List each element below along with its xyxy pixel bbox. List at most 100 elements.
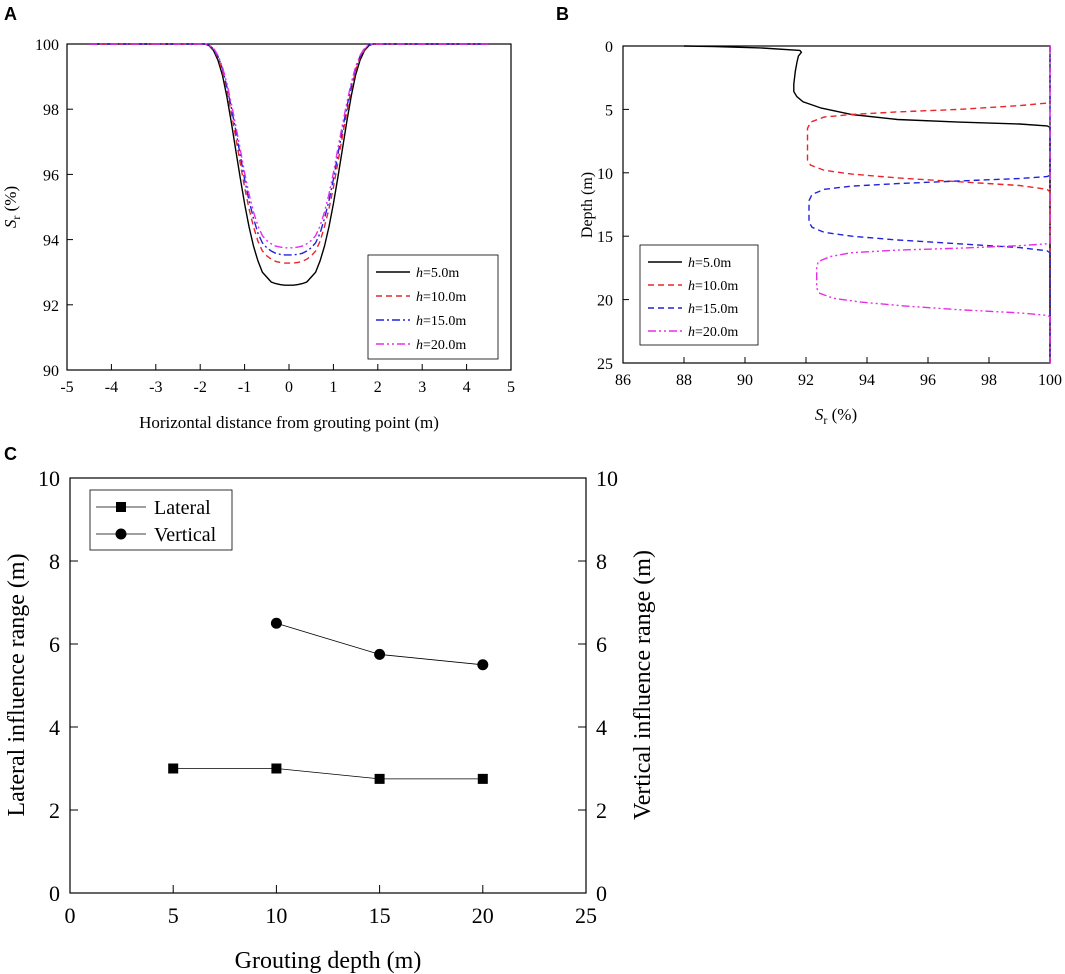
panel-b-xlabel: Sr (%) [815,405,857,427]
panel-b-series-line-1 [806,46,1051,363]
panel-a-series-line-3 [89,43,489,249]
panel-a-xtick-label: 4 [463,379,471,396]
panel-c-series-line-lateral [173,768,483,780]
panel-b-xtick-label: 100 [1038,372,1062,389]
panel-a-series-line-0 [89,43,489,286]
panel-c-ytick-label-left: 10 [38,466,60,491]
panel-a-xtick-label: -3 [149,379,162,396]
panel-b-xtick-label: 88 [676,372,692,389]
panel-b-ytick-label: 0 [605,39,613,56]
panel-b-series-line-3 [816,46,1051,363]
panel-a-ticks: -5 -4 -3 -2 -1 0 1 2 3 4 5 90 92 94 96 98 100 [35,37,515,396]
panel-c-ytick-label-right: 0 [596,881,607,906]
panel-label-c: C [4,444,17,464]
panel-b-series-line-0 [683,45,1051,363]
panel-c-ylabel-left: Lateral influence range (m) [4,553,30,816]
panel-a-series-line-1 [89,43,489,264]
panel-b-legend-label: h=5.0m [688,256,731,271]
panel-a-ytick-label: 92 [43,298,59,315]
panel-c-ytick-label-left: 8 [49,549,60,574]
panel-a-ylabel: Sr (%) [1,186,23,228]
panel-c-point-lateral [271,763,282,774]
panel-c-xtick-label: 10 [265,903,287,928]
panel-c-point-lateral [374,773,385,784]
panel-b-xtick-label: 92 [798,372,814,389]
panel-c-ytick-label-left: 4 [49,715,60,740]
panel-c-plot-frame [69,477,587,894]
panel-c-ytick-label-right: 6 [596,632,607,657]
panel-c-ytick-label-right: 8 [596,549,607,574]
panel-a-xlabel: Horizontal distance from grouting point … [139,413,439,432]
panel-label-b: B [556,4,569,24]
panel-a-ytick-label: 100 [35,37,59,54]
panel-b-series [683,45,1051,363]
panel-b-ylabel: Depth (m) [579,172,596,238]
panel-c-legend: Lateral Vertical [89,489,233,551]
panel-c-legend-marker [116,502,126,512]
panel-b-ytick-label: 15 [597,229,613,246]
panel-b-legend-label: h=20.0m [688,325,738,340]
panel-c-point-vertical [477,659,489,671]
panel-a-ytick-label: 98 [43,102,59,119]
panel-a-chart: -5 -4 -3 -2 -1 0 1 2 3 4 5 90 92 94 96 98 100 Horizontal… [1,37,515,432]
panel-b-legend-label: h=10.0m [688,279,738,294]
panel-a-xtick-label: 0 [285,379,293,396]
panel-b-xtick-label: 94 [859,372,875,389]
panel-a-xtick-label: -4 [105,379,118,396]
panel-c-xtick-label: 25 [575,903,597,928]
panel-c-ytick-label-left: 2 [49,798,60,823]
panel-a-legend-label: h=10.0m [416,290,466,305]
panel-c-ytick-label-left: 6 [49,632,60,657]
panel-b-xtick-label: 98 [981,372,997,389]
panel-a-series [89,43,489,286]
panel-c-point-vertical [374,648,386,660]
panel-b-ytick-label: 10 [597,166,613,183]
panel-a-series-line-2 [89,43,489,256]
panel-a-legend: h=5.0m h=10.0m h=15.0m h=20.0m [367,254,499,360]
panel-b-legend: h=5.0m h=10.0m h=15.0m h=20.0m [639,244,759,346]
panel-a-ytick-label: 94 [43,233,59,250]
panel-a-legend-label: h=15.0m [416,314,466,329]
panel-b-xtick-label: 90 [737,372,753,389]
panel-c-point-lateral [168,763,179,774]
panel-c-chart: 0 5 10 15 20 250 02 24 46 68 810 10 Grouting depth … [4,466,656,974]
panel-b-chart: 86 88 90 92 94 96 98 100 0 5 10 15 20 25 Sr (%) Depth… [579,39,1062,427]
panel-c-legend-marker [115,528,127,540]
panel-c-legend-box [89,489,233,551]
panel-a-xtick-label: 1 [329,379,337,396]
panel-b-ytick-label: 5 [605,102,613,119]
panel-c-ytick-label-right: 10 [596,466,618,491]
panel-c-point-lateral [477,773,488,784]
panel-a-xtick-label: -2 [194,379,207,396]
panel-a-ytick-label: 96 [43,167,59,184]
panel-b-ytick-label: 25 [597,356,613,373]
panel-b-ytick-label: 20 [597,293,613,310]
panel-a-xtick-label: 3 [418,379,426,396]
panel-a-legend-label: h=5.0m [416,266,459,281]
panel-c-ticks: 0 5 10 15 20 250 02 24 46 68 810 10 [38,466,618,928]
panel-c-point-vertical [270,617,282,629]
panel-c-xtick-label: 5 [168,903,179,928]
panel-a-ytick-label: 90 [43,363,59,380]
panel-c-legend-label: Vertical [154,524,217,546]
panel-b-legend-label: h=15.0m [688,302,738,317]
panel-label-a: A [4,4,17,24]
panel-c-xtick-label: 20 [472,903,494,928]
panel-c-ytick-label-left: 0 [49,881,60,906]
panel-c-ylabel-right: Vertical influence range (m) [630,550,656,820]
panel-a-xtick-label: 2 [374,379,382,396]
panel-c-xtick-label: 15 [369,903,391,928]
panel-c-ytick-label-right: 2 [596,798,607,823]
panel-a-legend-label: h=20.0m [416,338,466,353]
panel-a-xtick-label: 5 [507,379,515,396]
panel-b-ticks: 86 88 90 92 94 96 98 100 0 5 10 15 20 25 [597,39,1062,389]
panel-c-legend-label: Lateral [154,497,211,519]
panel-c-xlabel: Grouting depth (m) [235,948,422,974]
panel-a-xtick-label: -5 [60,379,73,396]
panel-c-xtick-label: 0 [65,903,76,928]
panel-b-series-line-2 [808,46,1051,363]
panel-a-xtick-label: -1 [238,379,251,396]
panel-c-ytick-label-right: 4 [596,715,607,740]
panel-b-xtick-label: 96 [920,372,936,389]
